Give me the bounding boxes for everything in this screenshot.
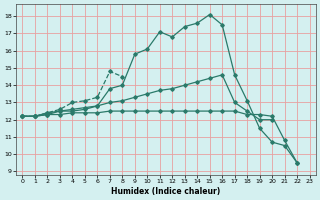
- X-axis label: Humidex (Indice chaleur): Humidex (Indice chaleur): [111, 187, 221, 196]
